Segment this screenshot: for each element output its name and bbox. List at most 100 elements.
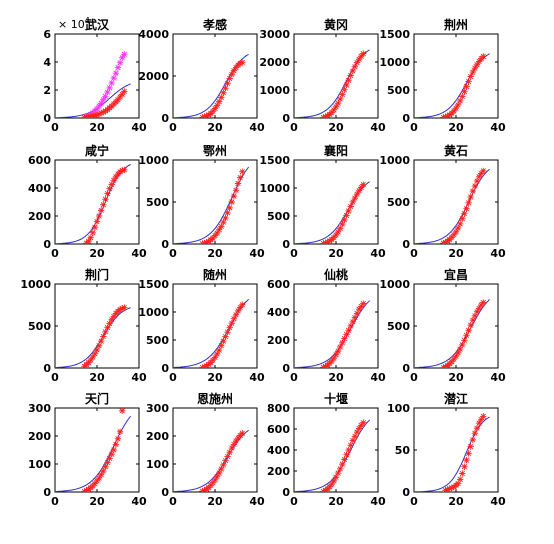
data-point xyxy=(334,228,342,236)
x-tick-label: 20 xyxy=(89,247,105,260)
data-point xyxy=(339,91,346,98)
y-tick-label: 0 xyxy=(402,362,410,375)
x-tick-label: 0 xyxy=(290,371,298,384)
panel-14: 0 20 40 0 100 200 300 恩施州 xyxy=(146,391,265,508)
data-point xyxy=(100,467,107,475)
panel-title: 仙桃 xyxy=(324,267,348,282)
data-point xyxy=(343,81,350,89)
y-tick-label: 1000 xyxy=(259,182,290,195)
data-point xyxy=(98,471,105,478)
data-point xyxy=(216,226,223,233)
panel-title: 咸宁 xyxy=(85,143,109,158)
x-tick-label: 20 xyxy=(89,371,105,384)
data-point xyxy=(463,332,470,339)
y-tick-label: 2 xyxy=(43,84,51,97)
data-point-series2 xyxy=(119,54,126,61)
y-tick-label: 1000 xyxy=(379,278,410,291)
data-point xyxy=(475,419,483,427)
data-point xyxy=(93,477,101,484)
data-point xyxy=(463,205,470,212)
panel-title: 宜昌 xyxy=(444,267,468,282)
y-tick-label: 1500 xyxy=(138,278,169,291)
y-tick-label: 1000 xyxy=(259,84,290,97)
y-tick-label: 0 xyxy=(43,112,51,125)
data-point xyxy=(228,198,235,206)
x-tick-label: 0 xyxy=(410,247,418,260)
data-point xyxy=(102,196,109,203)
data-point xyxy=(332,231,340,239)
data-point xyxy=(345,77,352,84)
plot-area xyxy=(55,51,131,118)
panel-7: 0 20 40 0 500 1000 1500 襄阳 xyxy=(259,143,386,260)
data-point xyxy=(116,93,124,101)
y-tick-label: 200 xyxy=(28,430,51,443)
data-point xyxy=(239,430,246,437)
x-tick-label: 20 xyxy=(448,495,464,508)
plot-area xyxy=(414,413,490,492)
x-tick-label: 0 xyxy=(169,495,177,508)
y-tick-label: 100 xyxy=(146,458,169,471)
data-point xyxy=(203,239,210,244)
data-point xyxy=(121,88,128,95)
panel-8: 0 20 40 0 500 1000 黄石 xyxy=(379,143,506,260)
data-point xyxy=(116,428,124,435)
axes-frame xyxy=(54,33,140,119)
plot-area xyxy=(294,419,370,492)
y-tick-label: 6 xyxy=(43,28,51,41)
plot-area xyxy=(414,299,490,368)
y-tick-label: 1000 xyxy=(379,154,410,167)
panel-16: 0 20 40 0 50 100 潜江 xyxy=(387,391,506,508)
panel-title: 荆州 xyxy=(444,17,468,32)
x-tick-label: 20 xyxy=(207,121,223,134)
data-point xyxy=(213,229,221,237)
data-point xyxy=(461,463,468,470)
data-point xyxy=(89,353,96,361)
axes-frame xyxy=(172,159,258,245)
x-tick-label: 40 xyxy=(249,495,265,508)
y-tick-label: 0 xyxy=(161,112,169,125)
data-point xyxy=(106,185,113,192)
data-point-series2 xyxy=(116,59,124,66)
panel-10: 0 20 40 0 500 1000 1500 随州 xyxy=(138,267,265,384)
plot-area xyxy=(173,53,249,118)
x-tick-label: 0 xyxy=(410,495,418,508)
panel-title: 荆门 xyxy=(85,267,109,282)
x-tick-label: 0 xyxy=(51,371,59,384)
y-tick-label: 1000 xyxy=(20,278,51,291)
data-point xyxy=(480,53,487,60)
data-point xyxy=(234,180,242,187)
data-point xyxy=(116,168,124,176)
data-point xyxy=(216,469,223,477)
y-tick-label: 0 xyxy=(282,112,290,125)
data-point xyxy=(360,419,367,426)
y-tick-label: 2000 xyxy=(138,70,169,83)
data-point xyxy=(473,61,481,68)
x-tick-label: 40 xyxy=(131,121,147,134)
plot-area xyxy=(55,408,131,492)
panel-13: 0 20 40 0 100 200 300 天门 xyxy=(28,391,147,508)
data-point xyxy=(98,207,105,214)
y-tick-label: 0 xyxy=(43,362,51,375)
x-tick-label: 0 xyxy=(290,247,298,260)
panel-title: 黄冈 xyxy=(324,17,348,32)
data-point xyxy=(467,443,474,450)
y-tick-label: 200 xyxy=(267,465,290,478)
data-point xyxy=(465,450,472,457)
x-tick-label: 20 xyxy=(328,247,344,260)
x-tick-label: 20 xyxy=(207,247,223,260)
y-tick-label: 4000 xyxy=(138,28,169,41)
data-point xyxy=(457,97,464,105)
data-point xyxy=(450,231,458,238)
data-point xyxy=(100,201,107,208)
panel-6: 0 20 40 0 500 1000 鄂州 xyxy=(138,144,265,260)
data-point xyxy=(473,308,481,315)
data-point xyxy=(226,204,233,212)
panel-title: 潜江 xyxy=(444,391,468,406)
panel-1: 0 20 40 0 2 4 6 武汉 xyxy=(43,17,147,134)
data-point xyxy=(355,187,363,194)
y-tick-label: 600 xyxy=(28,154,51,167)
y-tick-label: 100 xyxy=(387,402,410,415)
data-point xyxy=(473,424,481,432)
y-tick-label: 400 xyxy=(267,444,290,457)
